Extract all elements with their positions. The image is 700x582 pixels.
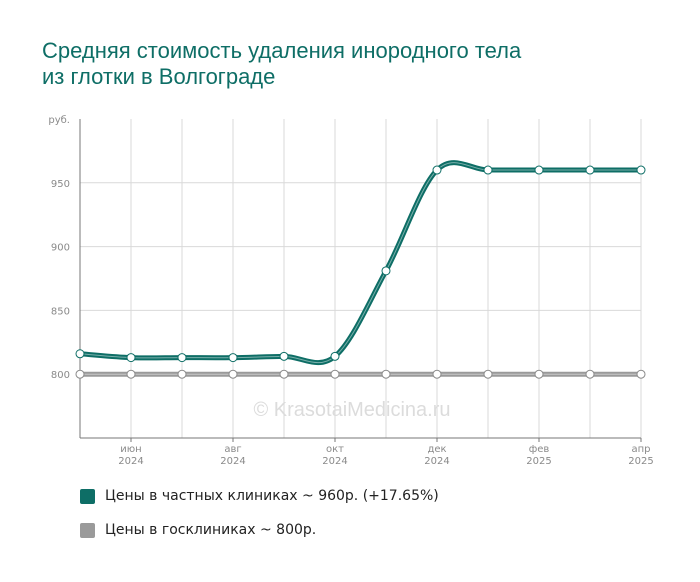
data-point-public bbox=[381, 369, 391, 379]
data-point-public bbox=[75, 369, 85, 379]
chart-title-line-1: Средняя стоимость удаления инородного те… bbox=[42, 38, 522, 63]
data-point-public bbox=[279, 369, 289, 379]
x-tick-label-month: дек bbox=[427, 444, 446, 455]
data-point-private bbox=[381, 266, 391, 276]
x-tick-label-year: 2024 bbox=[322, 456, 347, 467]
x-tick-label-month: фев bbox=[529, 444, 550, 455]
watermark: © KrasotaiMedicina.ru bbox=[253, 399, 450, 421]
data-point-public bbox=[483, 369, 493, 379]
x-tick-label-month: июн bbox=[120, 444, 141, 455]
data-point-public bbox=[432, 369, 442, 379]
data-point-private bbox=[279, 351, 289, 361]
data-point-private bbox=[126, 353, 136, 363]
y-tick-label: 900 bbox=[51, 243, 70, 254]
data-point-public bbox=[330, 369, 340, 379]
legend-item-public[interactable]: Цены в госклиниках ~ 800р. bbox=[80, 520, 439, 540]
legend-item-private[interactable]: Цены в частных клиниках ~ 960р. (+17.65%… bbox=[80, 486, 439, 506]
chart-title: Средняя стоимость удаления инородного те… bbox=[42, 38, 521, 90]
legend-swatch-private bbox=[80, 488, 95, 504]
y-tick-label: 800 bbox=[51, 370, 70, 381]
legend-label-public: Цены в госклиниках ~ 800р. bbox=[105, 522, 317, 538]
data-point-public bbox=[177, 369, 187, 379]
series-line-highlight bbox=[79, 162, 641, 364]
data-point-public bbox=[585, 369, 595, 379]
chart-title-line-2: из глотки в Волгограде bbox=[42, 64, 276, 89]
x-tick-label-month: окт bbox=[326, 444, 344, 455]
data-point-private bbox=[228, 353, 238, 363]
data-point-private bbox=[534, 165, 544, 175]
x-tick-label-year: 2025 bbox=[526, 456, 551, 467]
data-point-public bbox=[228, 369, 238, 379]
legend-swatch-public bbox=[80, 522, 95, 538]
data-point-private bbox=[330, 351, 340, 361]
x-tick-label-month: апр bbox=[631, 444, 650, 455]
y-tick-label: 950 bbox=[51, 179, 70, 190]
data-point-private bbox=[177, 353, 187, 363]
x-tick-label-year: 2024 bbox=[424, 456, 449, 467]
data-point-public bbox=[126, 369, 136, 379]
data-point-public bbox=[534, 369, 544, 379]
data-point-private bbox=[483, 165, 493, 175]
y-tick-label: 850 bbox=[51, 306, 70, 317]
legend-label-private: Цены в частных клиниках ~ 960р. (+17.65%… bbox=[105, 488, 439, 504]
x-tick-label-month: авг bbox=[224, 444, 241, 455]
y-axis-unit-label: руб. bbox=[48, 115, 70, 126]
data-point-private bbox=[636, 165, 646, 175]
legend: Цены в частных клиниках ~ 960р. (+17.65%… bbox=[80, 486, 439, 554]
x-tick-label-year: 2024 bbox=[220, 456, 245, 467]
data-point-private bbox=[75, 349, 85, 359]
x-tick-label-year: 2025 bbox=[628, 456, 653, 467]
x-tick-label-year: 2024 bbox=[118, 456, 143, 467]
data-point-public bbox=[636, 369, 646, 379]
data-point-private bbox=[432, 165, 442, 175]
data-point-private bbox=[585, 165, 595, 175]
series-line-private bbox=[77, 160, 644, 366]
